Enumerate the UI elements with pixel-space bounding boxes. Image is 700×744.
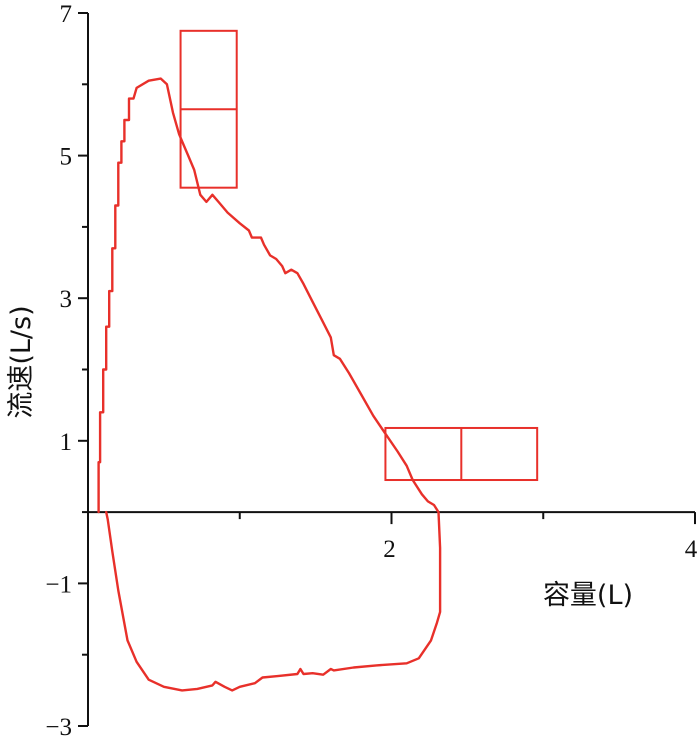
series-line-flow-volume — [97, 77, 442, 692]
y-tick-label: 7 — [60, 1, 73, 28]
y-axis-title: 流速(L/s) — [6, 305, 37, 418]
y-tick-label: 3 — [60, 286, 73, 313]
boxes — [179, 29, 539, 482]
y-tick-label: 1 — [60, 429, 73, 456]
axes — [78, 12, 696, 727]
x-tick-label: 2 — [383, 536, 396, 563]
x-tick-label: 4 — [685, 536, 698, 563]
y-tick-label: 5 — [60, 144, 73, 171]
x-axis-title: 容量(L) — [543, 580, 633, 611]
tick-labels: 7 5 3 1 −1 −3 2 4 — [45, 1, 697, 741]
y-tick-label: −1 — [45, 571, 72, 598]
y-tick-label: −3 — [45, 714, 72, 741]
series — [97, 77, 442, 692]
